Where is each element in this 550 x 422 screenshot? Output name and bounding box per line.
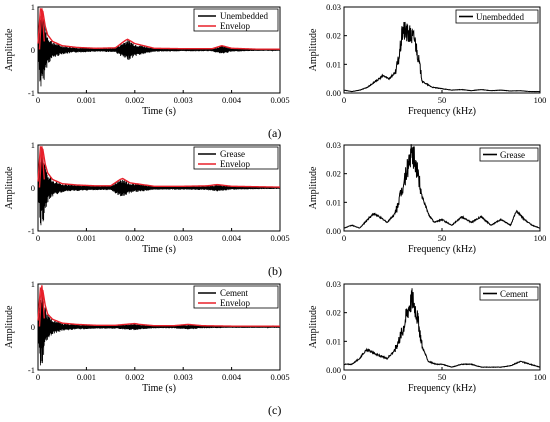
caption-a: (a): [268, 126, 282, 140]
x-tick-label: 0.002: [125, 233, 144, 243]
chart-a-freq: 0 50 100 0.00 0.01 0.02 0.03 Frequency (kHz) Amp…: [308, 2, 546, 117]
legend-label: Cement: [500, 289, 528, 299]
y-axis-label: Amplitude: [4, 305, 15, 348]
y-tick-label: 0.00: [326, 365, 341, 375]
envelop-peak: [38, 8, 45, 51]
x-tick-label: 0.004: [222, 233, 242, 243]
legend-label-envelop: Envelop: [220, 21, 250, 31]
x-tick-label: 50: [438, 372, 447, 382]
y-tick-label: 0.01: [326, 59, 341, 69]
y-axis-label: Amplitude: [4, 28, 15, 71]
caption-c: (c): [268, 403, 282, 417]
x-axis-label: Frequency (kHz): [408, 244, 476, 255]
x-axis-label: Time (s): [142, 383, 176, 394]
x-tick-label: 0.004: [222, 372, 242, 382]
y-tick-label: 0.00: [326, 88, 341, 98]
y-tick-label: 0.01: [326, 336, 341, 346]
series-envelop: [37, 286, 280, 327]
series-envelop: [37, 7, 280, 50]
y-tick-label: -1: [28, 226, 35, 236]
legend-label-signal: Unembedded: [220, 11, 268, 21]
x-tick-label: 0.002: [125, 95, 144, 105]
x-tick-label: 0.001: [77, 233, 96, 243]
legend-label-envelop: Envelop: [220, 159, 250, 169]
y-axis-label: Amplitude: [308, 305, 319, 348]
y-tick-label: 0.00: [326, 226, 341, 236]
chart-b-freq: 0 50 100 0.00 0.01 0.02 0.03 Frequency (kHz) Amp…: [308, 140, 546, 255]
y-tick-label: 0: [31, 183, 35, 193]
y-tick-label: 0: [31, 45, 35, 55]
x-tick-label: 0: [342, 95, 346, 105]
y-tick-label: 1: [31, 279, 35, 289]
x-tick-label: 0.005: [270, 233, 289, 243]
x-tick-label: 50: [438, 233, 447, 243]
y-tick-label: 1: [31, 2, 35, 12]
y-tick-label: 0: [31, 322, 35, 332]
x-tick-label: 0: [36, 372, 40, 382]
x-tick-label: 0.005: [270, 95, 289, 105]
series-unembedded: [343, 21, 541, 93]
legend-box: [479, 286, 539, 301]
legend-label-envelop: Envelop: [220, 298, 250, 308]
caption-b: (b): [268, 264, 282, 278]
y-tick-label: 0.02: [326, 169, 341, 179]
legend-label: Unembedded: [476, 12, 524, 22]
legend: Grease: [479, 147, 539, 162]
x-tick-label: 0.002: [125, 372, 144, 382]
x-tick-label: 0: [342, 372, 346, 382]
legend-label-signal: Cement: [220, 288, 248, 298]
x-tick-label: 0.001: [77, 95, 96, 105]
y-tick-label: -1: [28, 365, 35, 375]
legend-box: [479, 147, 539, 162]
y-axis-label: Amplitude: [308, 28, 319, 71]
y-tick-label: 0.03: [326, 279, 341, 289]
x-tick-label: 50: [438, 95, 447, 105]
x-tick-label: 0.001: [77, 372, 96, 382]
y-tick-label: 0.03: [326, 2, 341, 12]
legend-label-signal: Grease: [220, 149, 245, 159]
series-cement: [343, 288, 541, 369]
x-axis-label: Frequency (kHz): [408, 106, 476, 117]
x-tick-label: 0: [36, 233, 40, 243]
x-axis-label: Time (s): [142, 244, 176, 255]
legend: Cement: [479, 286, 539, 301]
y-tick-label: 1: [31, 140, 35, 150]
x-axis-label: Time (s): [142, 106, 176, 117]
legend-label: Grease: [500, 150, 525, 160]
legend: Unembedded: [455, 9, 539, 24]
x-tick-label: 100: [534, 233, 547, 243]
x-tick-label: 0.004: [222, 95, 242, 105]
x-tick-label: 0.003: [174, 233, 193, 243]
series-envelop: [37, 145, 281, 188]
y-tick-label: 0.03: [326, 140, 341, 150]
y-axis-label: Amplitude: [308, 166, 319, 209]
y-tick-label: 0.02: [326, 31, 341, 41]
legend-box: [455, 9, 539, 24]
x-tick-label: 0.003: [174, 95, 193, 105]
y-tick-label: 0.01: [326, 197, 341, 207]
x-tick-label: 100: [534, 372, 547, 382]
series-grease: [343, 144, 541, 229]
x-tick-label: 0: [342, 233, 346, 243]
y-axis-label: Amplitude: [4, 166, 15, 209]
envelop-peak: [38, 146, 45, 189]
y-tick-label: -1: [28, 88, 35, 98]
y-tick-label: 0.02: [326, 308, 341, 318]
chart-c-freq: 0 50 100 0.00 0.01 0.02 0.03 Frequency (kHz) Amp…: [308, 279, 546, 394]
x-tick-label: 0.005: [270, 372, 289, 382]
x-tick-label: 0: [36, 95, 40, 105]
x-tick-label: 0.003: [174, 372, 193, 382]
x-axis-label: Frequency (kHz): [408, 383, 476, 394]
x-tick-label: 100: [534, 95, 547, 105]
envelop-peak: [38, 285, 45, 328]
